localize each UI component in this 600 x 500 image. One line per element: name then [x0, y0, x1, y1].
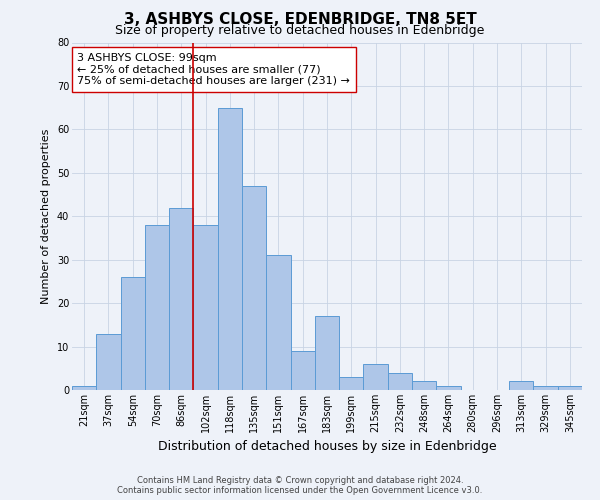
Bar	[266, 256, 290, 390]
Bar	[242, 186, 266, 390]
Text: 3, ASHBYS CLOSE, EDENBRIDGE, TN8 5ET: 3, ASHBYS CLOSE, EDENBRIDGE, TN8 5ET	[124, 12, 476, 28]
Bar	[290, 351, 315, 390]
Bar	[218, 108, 242, 390]
Bar	[558, 386, 582, 390]
Bar	[315, 316, 339, 390]
Bar	[339, 377, 364, 390]
Bar	[509, 382, 533, 390]
Bar	[412, 382, 436, 390]
Text: Contains HM Land Registry data © Crown copyright and database right 2024.
Contai: Contains HM Land Registry data © Crown c…	[118, 476, 482, 495]
Bar	[145, 225, 169, 390]
Text: 3 ASHBYS CLOSE: 99sqm
← 25% of detached houses are smaller (77)
75% of semi-deta: 3 ASHBYS CLOSE: 99sqm ← 25% of detached …	[77, 53, 350, 86]
Bar	[72, 386, 96, 390]
Text: Size of property relative to detached houses in Edenbridge: Size of property relative to detached ho…	[115, 24, 485, 37]
Bar	[169, 208, 193, 390]
Bar	[436, 386, 461, 390]
Y-axis label: Number of detached properties: Number of detached properties	[41, 128, 51, 304]
Bar	[364, 364, 388, 390]
Bar	[121, 277, 145, 390]
Bar	[388, 372, 412, 390]
Bar	[193, 225, 218, 390]
Bar	[96, 334, 121, 390]
Bar	[533, 386, 558, 390]
X-axis label: Distribution of detached houses by size in Edenbridge: Distribution of detached houses by size …	[158, 440, 496, 454]
